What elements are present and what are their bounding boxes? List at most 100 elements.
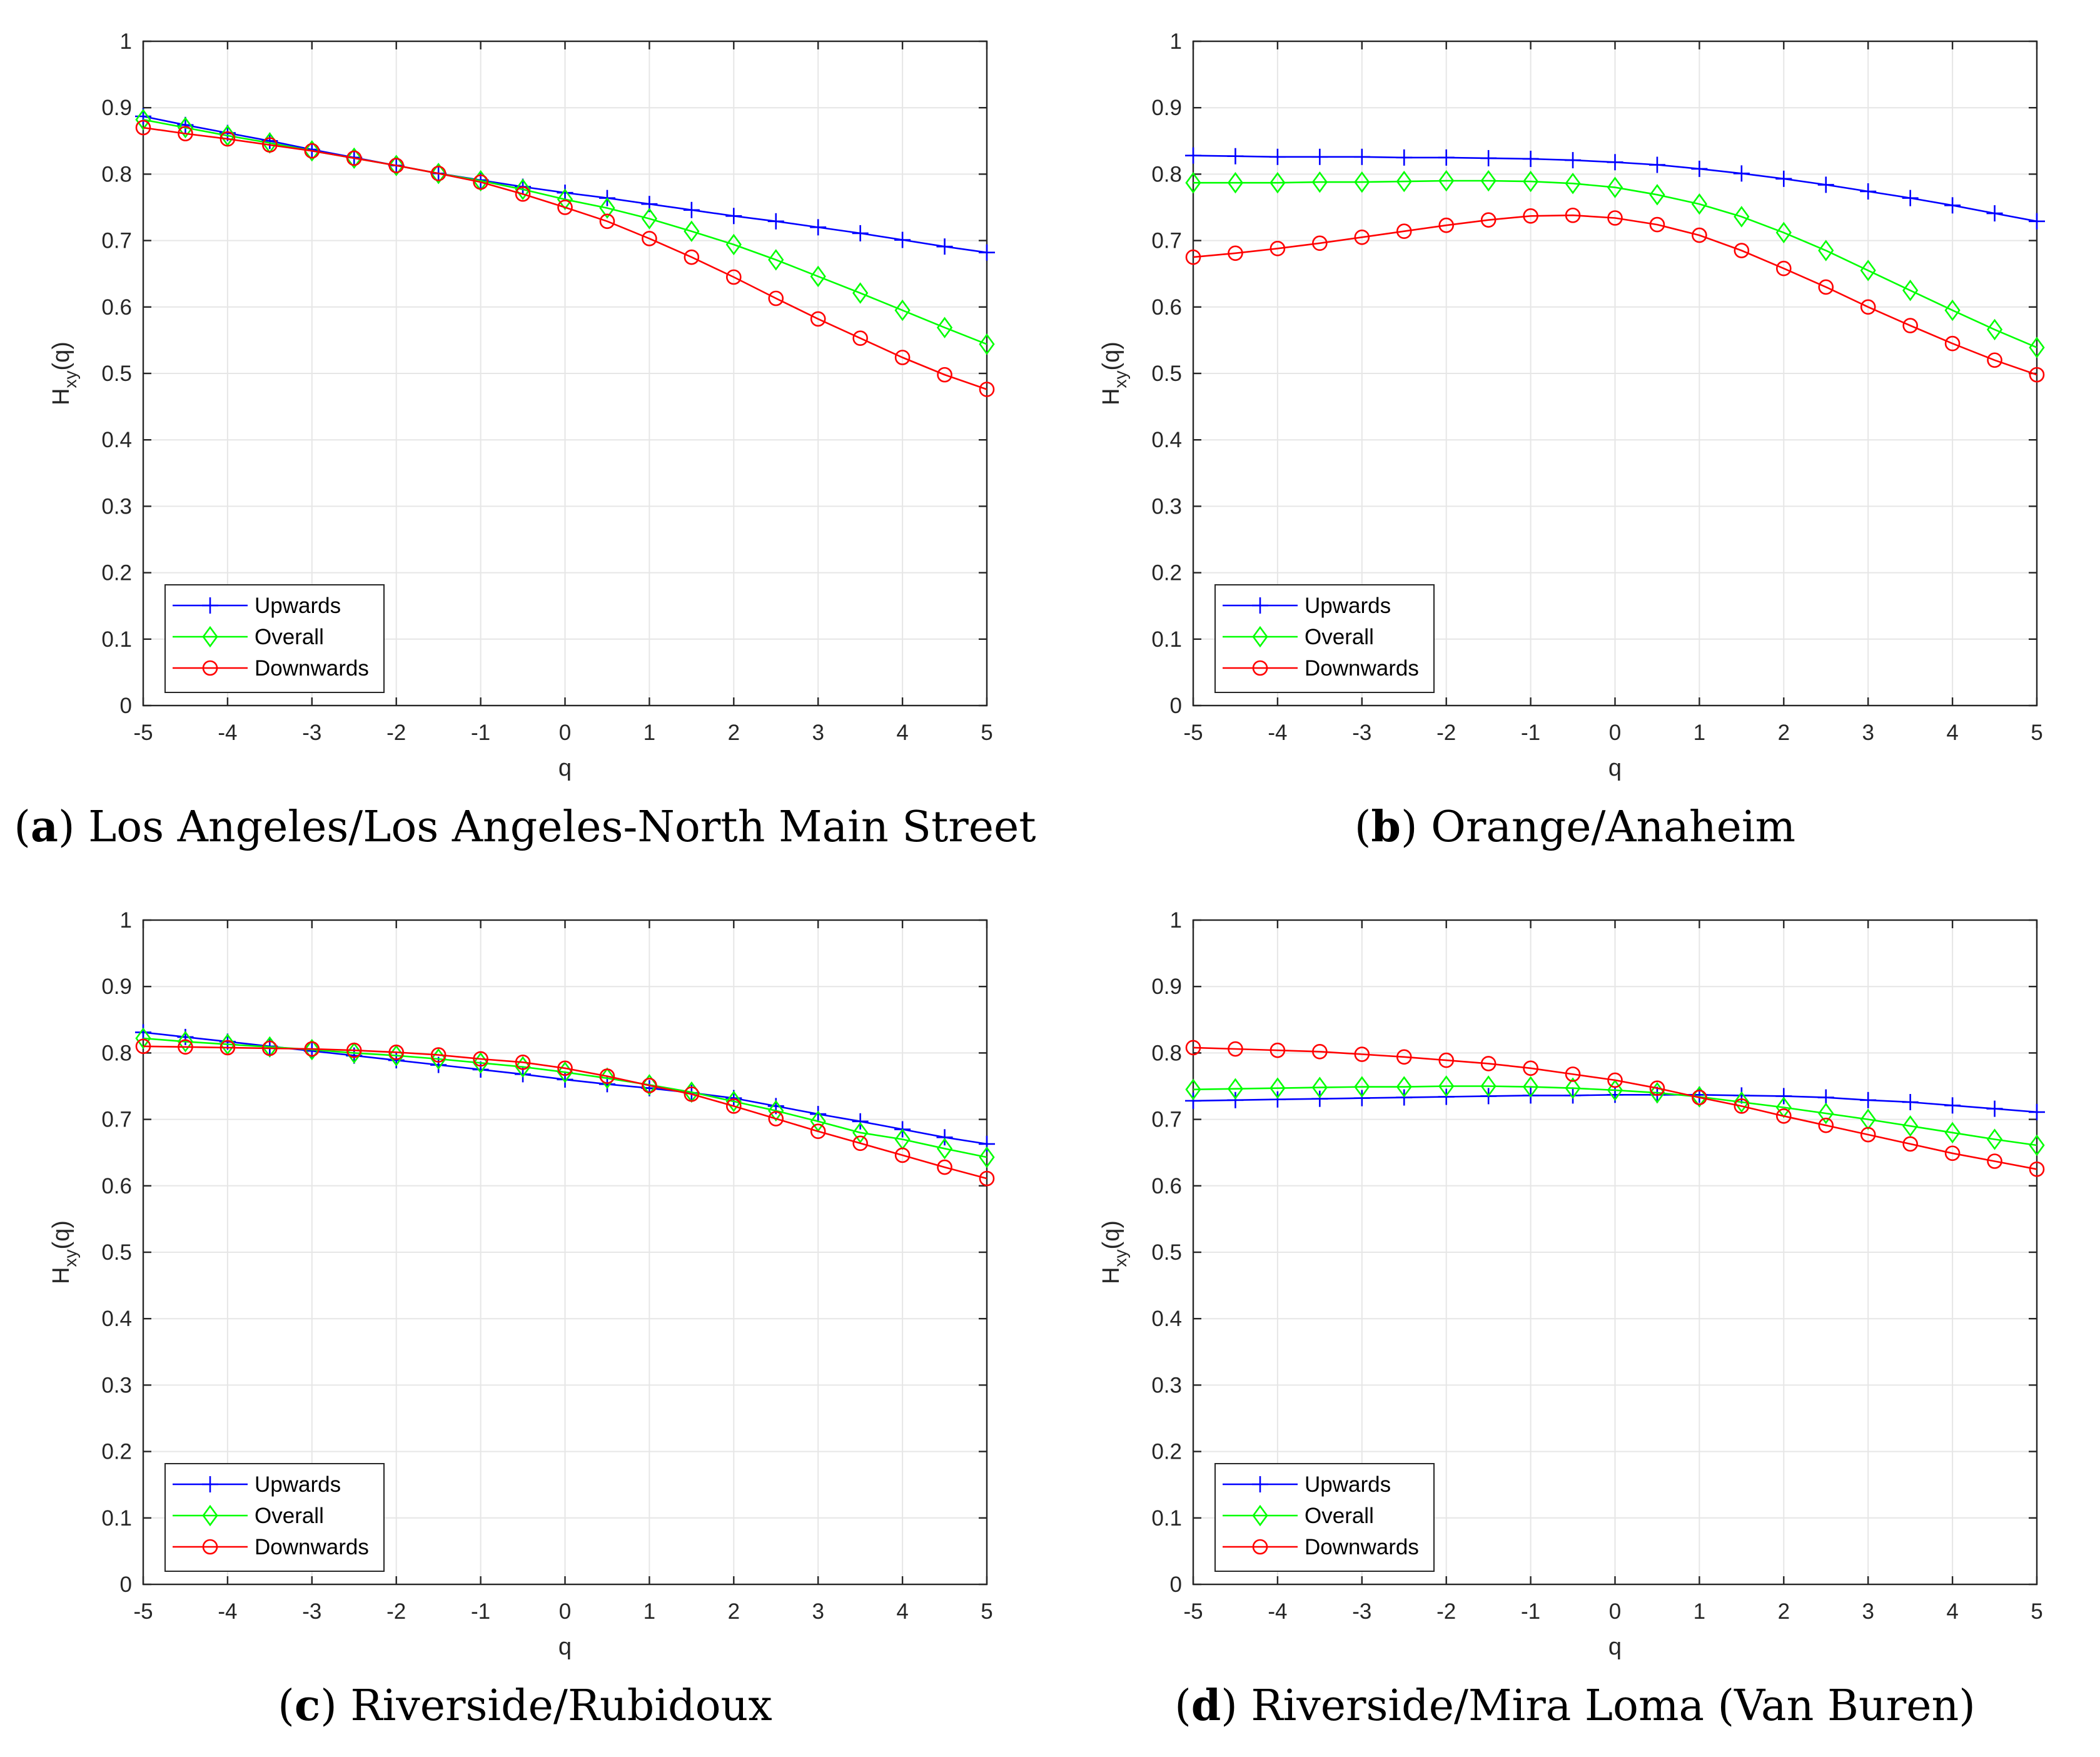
y-tick-label: 0.7	[101, 229, 132, 253]
circle-marker	[894, 350, 911, 365]
y-label-main: H	[48, 388, 74, 405]
circle-marker	[557, 1060, 573, 1076]
plus-marker	[1860, 1091, 1877, 1108]
x-tick-label: 0	[1609, 1599, 1621, 1624]
diamond-marker	[1818, 240, 1834, 261]
diamond-marker	[1396, 170, 1412, 193]
plus-marker	[852, 1113, 869, 1130]
y-axis-label: Hxy(q)	[1098, 1220, 1130, 1284]
circle-marker	[726, 269, 742, 285]
plus-marker	[1775, 1088, 1792, 1105]
legend-label: Overall	[1305, 625, 1374, 649]
diamond-marker	[1438, 1075, 1455, 1097]
diamond-marker	[1270, 172, 1286, 194]
panel-caption: (d) Riverside/Mira Loma (Van Buren)	[1174, 1681, 1976, 1731]
legend-item-overall: Overall	[1223, 625, 1374, 649]
legend-label: Upwards	[1305, 1472, 1391, 1497]
plus-marker	[1817, 176, 1834, 193]
y-label-subscript: xy	[61, 1250, 80, 1267]
circle-marker	[220, 1040, 236, 1056]
legend: Upwards Overall Downwards	[164, 584, 385, 693]
diamond-marker	[1311, 171, 1328, 193]
y-tick-label: 0.4	[1151, 428, 1182, 452]
circle-marker	[1438, 1052, 1455, 1068]
diamond-marker	[641, 208, 658, 230]
circle-marker	[937, 1159, 952, 1175]
circle-marker	[473, 1051, 488, 1067]
y-tick-label: 0.2	[101, 561, 132, 585]
circle-marker	[262, 137, 278, 153]
diamond-marker	[684, 220, 700, 242]
series-overall	[1185, 170, 2045, 358]
plus-marker	[1986, 205, 2003, 222]
circle-marker	[1734, 243, 1750, 258]
y-label-subscript: xy	[1111, 371, 1130, 388]
legend-item-downwards: Downwards	[1223, 1535, 1419, 1559]
series-line	[1193, 1046, 2037, 1170]
y-axis-label: Hxy(q)	[48, 342, 80, 405]
circle-marker	[1902, 1136, 1918, 1152]
x-tick-label: 3	[1862, 721, 1874, 745]
diamond-marker	[1691, 1086, 1708, 1108]
circle-marker	[1902, 318, 1918, 333]
diamond-marker	[1649, 184, 1665, 206]
diamond-marker	[1986, 1128, 2003, 1150]
diamond-marker	[220, 124, 236, 147]
x-tick-label: -4	[218, 1599, 237, 1624]
diamond-marker	[1522, 170, 1539, 193]
y-tick-label: 0.5	[1151, 362, 1182, 386]
plus-marker	[1269, 1091, 1286, 1108]
y-label-subscript: xy	[1111, 1250, 1130, 1267]
chart-panel-b: -5 -4 -3 -2 -1 0 1 2 3 4 5 0 0.1 0.2 0.3 0.4 0.5 0.6 0.7 0.…	[1050, 0, 2100, 878]
circle-marker	[810, 1123, 826, 1140]
x-tick-label: 4	[1946, 721, 1958, 745]
y-tick-label: 0.1	[101, 1506, 132, 1531]
x-tick-label: -2	[386, 721, 406, 745]
diamond-marker	[1354, 171, 1370, 193]
y-tick-label: 1	[120, 908, 132, 933]
x-tick-label: 4	[896, 721, 908, 745]
series-line	[1193, 214, 2037, 376]
y-tick-label: 0.2	[101, 1440, 132, 1464]
diamond-marker	[1522, 1076, 1539, 1098]
x-tick-label: 0	[559, 1599, 571, 1624]
circle-marker	[768, 290, 784, 306]
plus-marker	[852, 225, 869, 241]
y-tick-label: 0.5	[101, 362, 132, 386]
plus-marker	[1902, 190, 1919, 206]
x-tick-label: 5	[981, 1599, 992, 1624]
circle-marker	[1228, 1041, 1243, 1057]
circle-marker	[388, 158, 405, 173]
x-tick-label: -2	[386, 1599, 406, 1624]
x-tick-label: -1	[471, 721, 490, 745]
caption-text: Los Angeles/Los Angeles-North Main Stree…	[88, 803, 1036, 852]
legend-item-overall: Overall	[173, 625, 324, 649]
diamond-marker	[1818, 1102, 1834, 1125]
y-axis-label: Hxy(q)	[1098, 342, 1130, 405]
diamond-marker	[599, 197, 615, 219]
circle-marker	[1354, 1046, 1370, 1062]
diamond-marker	[1944, 299, 1961, 322]
y-tick-label: 0.2	[1151, 1440, 1182, 1464]
x-axis-label: q	[1608, 755, 1622, 781]
diamond-marker	[936, 1138, 953, 1160]
legend-label: Overall	[1305, 1504, 1374, 1528]
diamond-marker	[852, 1122, 869, 1144]
circle-marker	[684, 249, 700, 265]
diamond-marker	[1396, 1076, 1412, 1098]
legend-item-upwards: Upwards	[173, 1472, 341, 1497]
y-tick-label: 0.6	[1151, 1174, 1182, 1198]
plus-marker	[1353, 148, 1370, 165]
legend-label: Downwards	[1305, 1535, 1419, 1559]
line-chart: -5 -4 -3 -2 -1 0 1 2 3 4 5 0 0.1 0.2 0.3 0.4 0.5 0.6 0.7 0.…	[48, 908, 995, 1660]
circle-marker	[1692, 227, 1707, 243]
plus-marker	[1438, 149, 1455, 166]
diamond-marker	[1252, 625, 1268, 648]
line-chart: -5 -4 -3 -2 -1 0 1 2 3 4 5 0 0.1 0.2 0.3 0.4 0.5 0.6 0.7 0.…	[1098, 29, 2045, 781]
plus-marker	[1944, 1097, 1961, 1114]
x-tick-label: 2	[728, 1599, 740, 1624]
diamond-marker	[1565, 173, 1581, 195]
x-tick-label: 4	[1946, 1599, 1958, 1624]
circle-marker	[1860, 1127, 1876, 1143]
circle-marker	[346, 1042, 362, 1058]
